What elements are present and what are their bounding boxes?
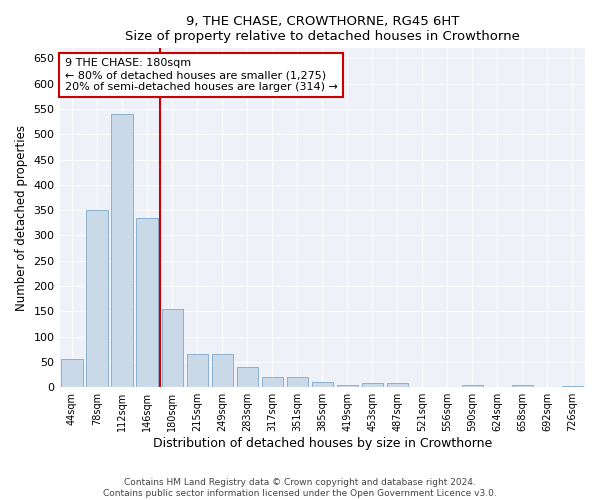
Bar bbox=[462, 385, 483, 387]
Text: 9 THE CHASE: 180sqm
← 80% of detached houses are smaller (1,275)
20% of semi-det: 9 THE CHASE: 180sqm ← 80% of detached ho… bbox=[65, 58, 338, 92]
Bar bbox=[562, 386, 583, 387]
Bar bbox=[337, 384, 358, 387]
Title: 9, THE CHASE, CROWTHORNE, RG45 6HT
Size of property relative to detached houses : 9, THE CHASE, CROWTHORNE, RG45 6HT Size … bbox=[125, 15, 520, 43]
Bar bbox=[212, 354, 233, 387]
Bar bbox=[187, 354, 208, 387]
Bar bbox=[287, 377, 308, 387]
Text: Contains HM Land Registry data © Crown copyright and database right 2024.
Contai: Contains HM Land Registry data © Crown c… bbox=[103, 478, 497, 498]
X-axis label: Distribution of detached houses by size in Crowthorne: Distribution of detached houses by size … bbox=[152, 437, 492, 450]
Bar bbox=[112, 114, 133, 387]
Bar bbox=[362, 383, 383, 387]
Bar bbox=[387, 383, 408, 387]
Bar bbox=[86, 210, 108, 387]
Bar bbox=[311, 382, 333, 387]
Bar bbox=[262, 377, 283, 387]
Y-axis label: Number of detached properties: Number of detached properties bbox=[15, 125, 28, 311]
Bar bbox=[236, 367, 258, 387]
Bar bbox=[512, 385, 533, 387]
Bar bbox=[61, 360, 83, 387]
Bar bbox=[136, 218, 158, 387]
Bar bbox=[161, 309, 183, 387]
